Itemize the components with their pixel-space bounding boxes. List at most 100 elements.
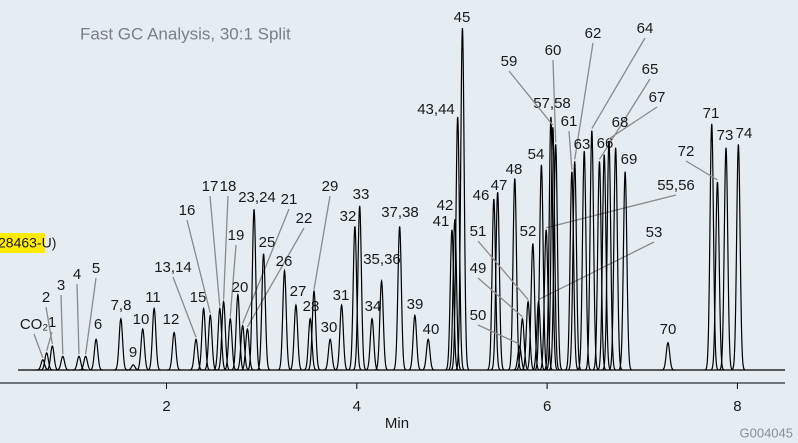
peak [289, 303, 303, 371]
peak-label: 12 [163, 311, 180, 328]
peak [89, 338, 103, 371]
peak [374, 278, 389, 371]
peak [39, 352, 54, 371]
chart-title: Fast GC Analysis, 30:1 Split [80, 24, 291, 43]
peak [147, 306, 162, 371]
leader-line [172, 276, 197, 338]
peak [548, 144, 563, 371]
peak-label: 21 [281, 191, 298, 208]
peak-label: 52 [520, 223, 537, 240]
peak-label: 26 [276, 253, 293, 270]
x-tick-label: 4 [353, 398, 361, 415]
peak [72, 355, 86, 371]
leader-line [313, 195, 331, 290]
peak-label: 33 [353, 186, 370, 203]
peak [445, 229, 459, 371]
peak-label: CO₂ [20, 316, 49, 333]
peak [303, 317, 318, 371]
leader-line [608, 106, 658, 140]
peak-label: 42 [437, 197, 454, 214]
peak [113, 317, 128, 371]
peak-label: 18 [220, 178, 237, 195]
peak-label: 37,38 [381, 204, 419, 221]
peak [450, 116, 465, 371]
leader-line [477, 240, 529, 301]
peak-label: 30 [321, 319, 338, 336]
peak [521, 299, 535, 371]
peak-label: 67 [649, 89, 666, 106]
peak [167, 331, 182, 371]
peak-label: 16 [179, 202, 196, 219]
peak-label: 23,24 [238, 189, 276, 206]
peak [55, 355, 70, 371]
peak [334, 303, 349, 371]
leader-line [574, 42, 594, 160]
peak [601, 140, 616, 371]
peak-label: 6 [94, 316, 102, 333]
peak-label: 43,44 [417, 101, 455, 118]
figure-code: G004045 [740, 425, 794, 440]
peak-label: 1 [48, 314, 56, 331]
leader-line [546, 194, 677, 229]
peak [421, 338, 436, 371]
x-tick-label: 2 [162, 398, 170, 415]
peak-label: 10 [133, 311, 150, 328]
leader-line [222, 195, 229, 300]
peak-label: 64 [637, 20, 654, 37]
peak [216, 299, 231, 371]
peak-label: 70 [660, 321, 677, 338]
peak-label: 54 [528, 146, 545, 163]
leader-line [598, 78, 651, 160]
peak-label: 61 [561, 113, 578, 130]
peak [731, 144, 746, 371]
peak-label: 29 [322, 178, 339, 195]
leader-line [186, 219, 211, 314]
peak-label: 46 [473, 187, 490, 204]
peak-label: 74 [736, 125, 753, 142]
peak [196, 306, 211, 371]
peak [307, 289, 321, 371]
peak [455, 27, 470, 371]
peak-label: 73 [717, 127, 734, 144]
leader-line [552, 59, 557, 143]
x-axis-label: Min [385, 415, 409, 432]
x-tick-label: 6 [543, 398, 551, 415]
peak [347, 226, 362, 371]
peak [710, 181, 725, 371]
peak-label: 2 [42, 289, 50, 306]
peak-label: 27 [290, 283, 307, 300]
peak [597, 154, 612, 371]
peak-label: 63 [574, 136, 591, 153]
peak [545, 127, 560, 371]
peak [45, 345, 60, 371]
peak-label: 4 [73, 266, 81, 283]
leader-line [45, 306, 53, 345]
leader-line [33, 333, 44, 358]
peak [704, 123, 719, 371]
peak-label: 45 [454, 9, 471, 26]
leader-line [685, 160, 718, 181]
peak-label: 47 [491, 177, 508, 194]
peak-label: 35,36 [363, 251, 401, 268]
peak-label: 62 [585, 25, 602, 42]
peak [490, 192, 505, 371]
peak-label: 65 [642, 61, 659, 78]
peak-label: 69 [621, 151, 638, 168]
leader-line [60, 294, 64, 355]
peak-label: 48 [506, 161, 523, 178]
peak-label: 68 [612, 114, 629, 131]
peak [240, 327, 255, 371]
peak [515, 317, 530, 371]
peak-label: 9 [129, 344, 137, 361]
peak-label: 50 [470, 307, 487, 324]
peak [543, 116, 558, 371]
peak-label: 51 [470, 223, 487, 240]
peak [719, 147, 734, 371]
peak [584, 130, 599, 371]
peak-label: 25 [259, 234, 276, 251]
side-note: 28463-U) [0, 235, 56, 251]
peak-label: 3 [57, 277, 65, 294]
peak-label: 22 [296, 210, 313, 227]
